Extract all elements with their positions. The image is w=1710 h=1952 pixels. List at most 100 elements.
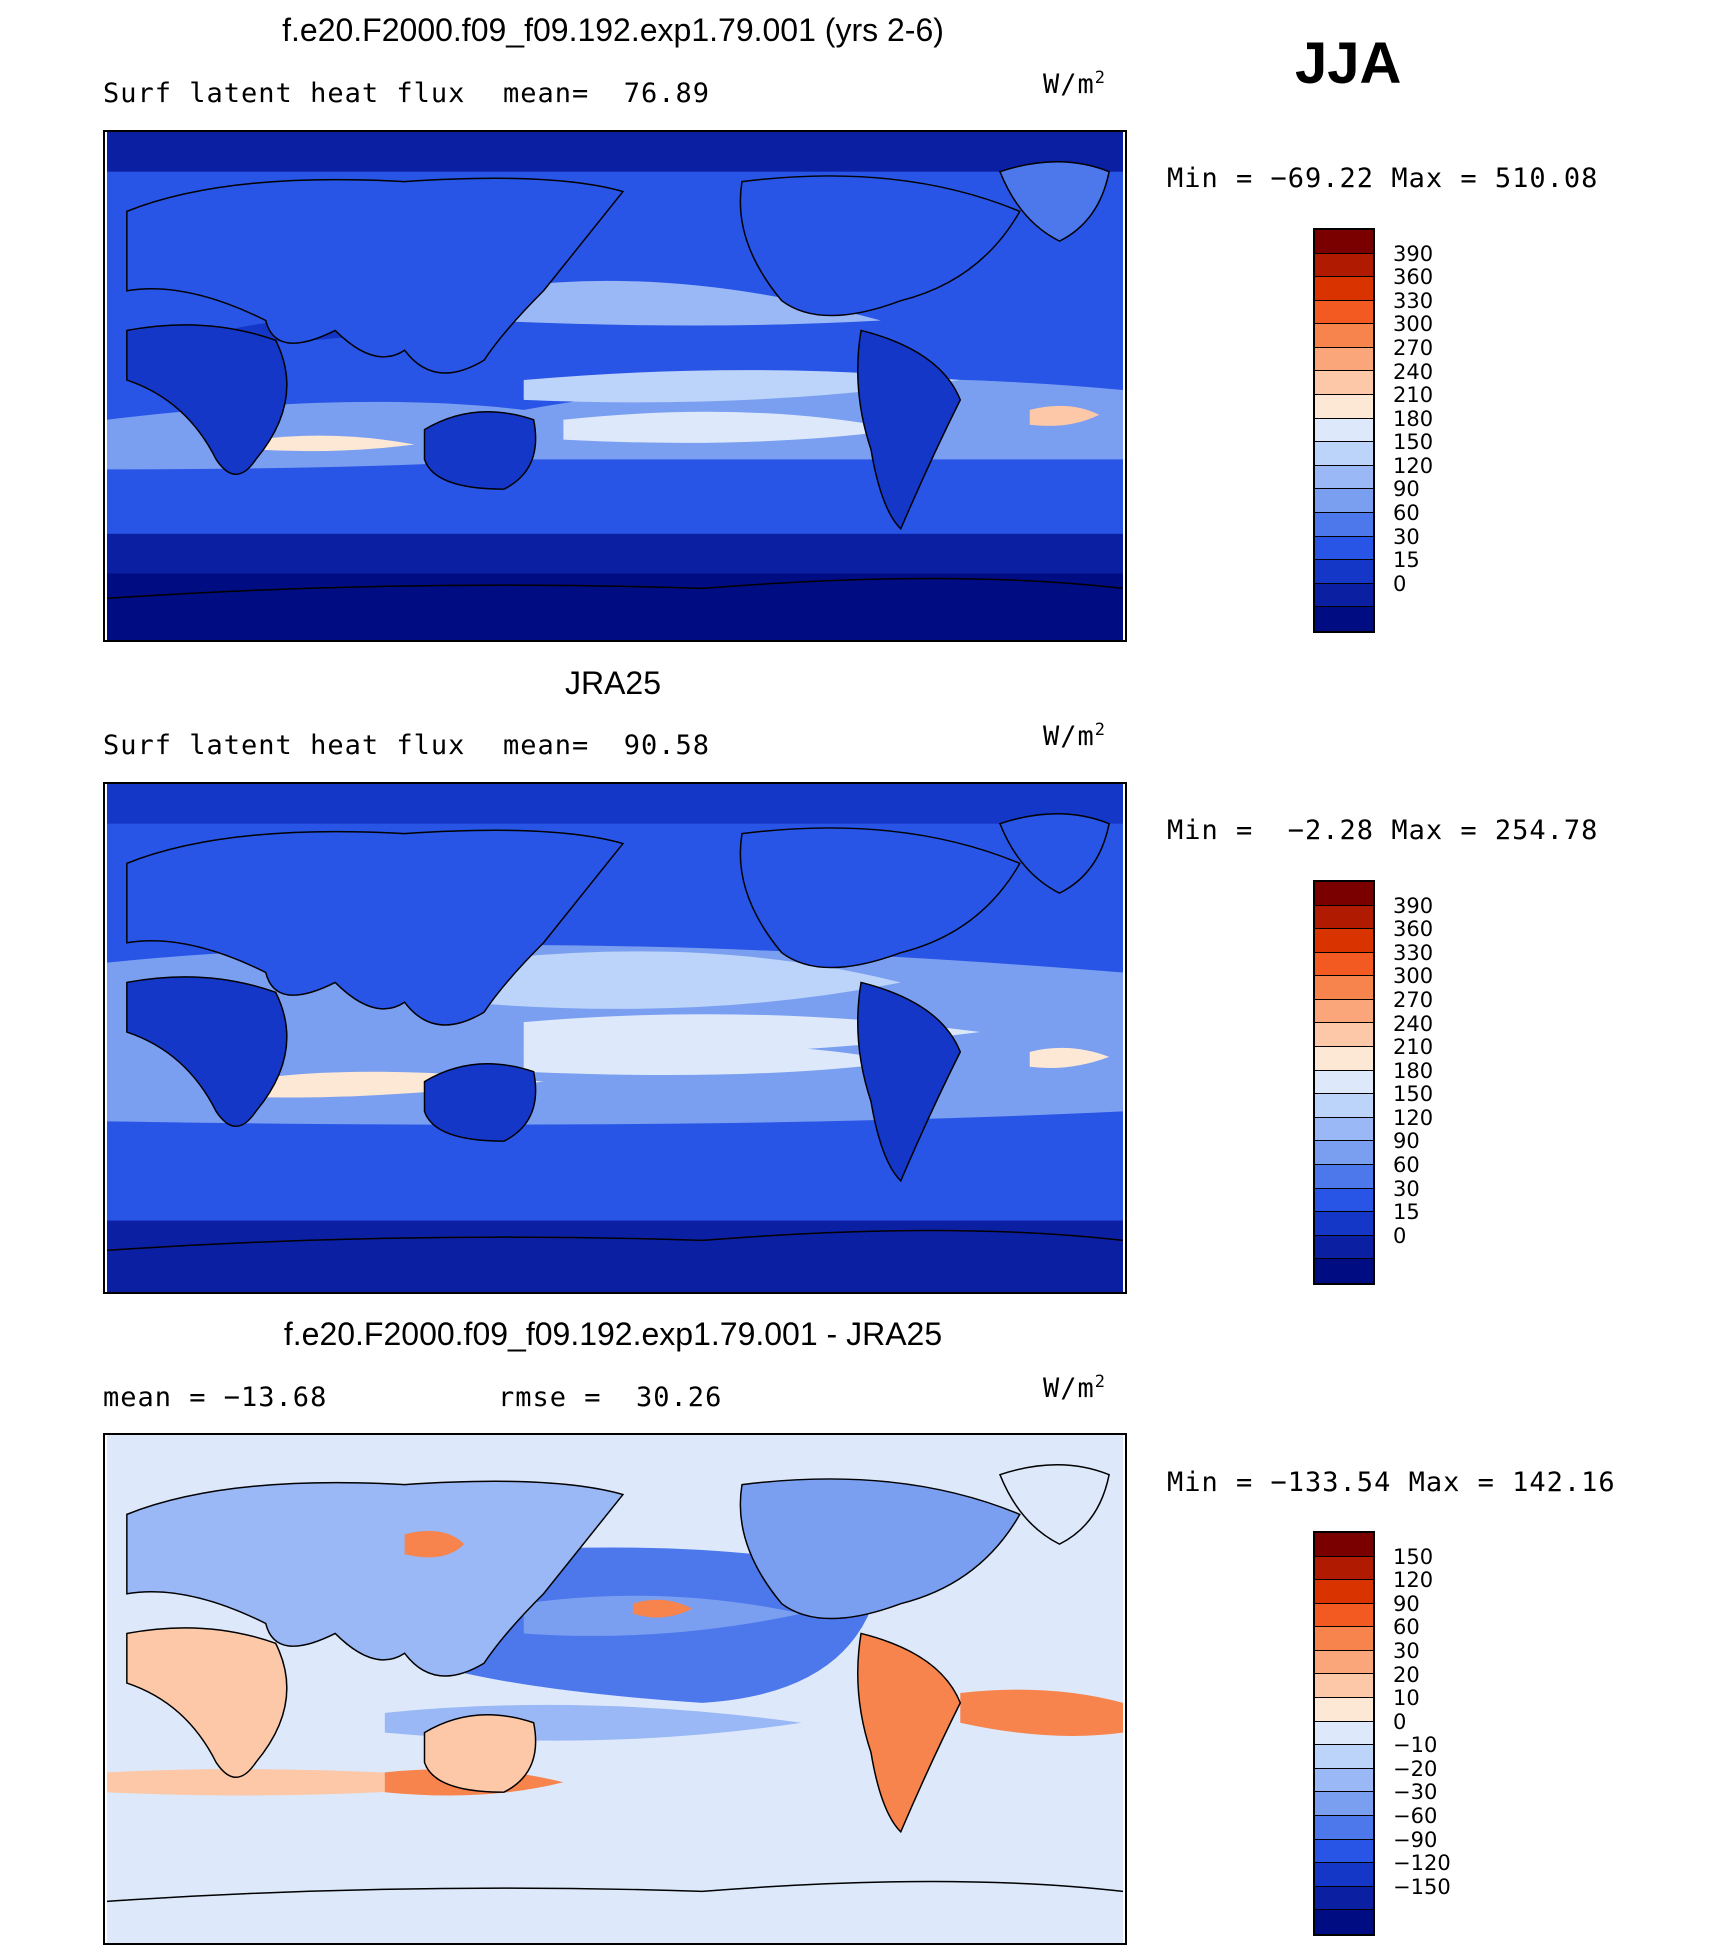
- panel3-colorbar: [1313, 1531, 1375, 1936]
- map-npacific-high: [484, 280, 881, 326]
- panel3-rmse-label: rmse = 30.26: [498, 1382, 723, 1413]
- colorbar-tick-label: 240: [1393, 359, 1434, 384]
- colorbar-swatch: [1315, 1603, 1373, 1628]
- colorbar-tick-label: 150: [1393, 1082, 1434, 1107]
- colorbar-swatch: [1315, 395, 1373, 419]
- colorbar-tick-label: 60: [1393, 501, 1420, 526]
- panel2-minmax: Min = −2.28 Max = 254.78: [1167, 815, 1599, 846]
- colorbar-tick-label: 15: [1393, 1200, 1420, 1225]
- colorbar-swatch: [1315, 536, 1373, 561]
- colorbar-swatch: [1315, 882, 1373, 906]
- panel1-variable-label: Surf latent heat flux: [103, 78, 466, 109]
- map-itcz-band: [523, 370, 961, 403]
- colorbar-tick-label: 270: [1393, 987, 1434, 1012]
- panel2-variable-label: Surf latent heat flux: [103, 730, 466, 761]
- map-eurasia: [126, 1480, 625, 1677]
- map-greenland: [998, 813, 1110, 894]
- colorbar-tick-label: 60: [1393, 1153, 1420, 1178]
- colorbar-swatch: [1315, 1070, 1373, 1095]
- map-eurasia: [126, 177, 625, 374]
- colorbar-tick-label: 90: [1393, 1591, 1420, 1616]
- colorbar-tick-label: 90: [1393, 1129, 1420, 1154]
- panel3-mean-label: mean = −13.68: [103, 1382, 328, 1413]
- colorbar-tick-label: 0: [1393, 1709, 1407, 1734]
- colorbar-swatch: [1315, 1117, 1373, 1142]
- panel3-units: W/m2: [1043, 1372, 1106, 1404]
- colorbar-tick-label: −120: [1393, 1851, 1451, 1876]
- map-australia: [423, 1063, 537, 1142]
- panel1-title: f.e20.F2000.f09_f09.192.exp1.79.001 (yrs…: [282, 12, 944, 48]
- map-north-america: [739, 827, 1021, 969]
- colorbar-tick-label: −10: [1393, 1733, 1438, 1758]
- colorbar-swatch: [1315, 300, 1373, 325]
- panel2-units-sup: 2: [1094, 720, 1107, 740]
- colorbar-swatch: [1315, 1886, 1373, 1911]
- panel1-units-text: W/m: [1043, 69, 1095, 100]
- map-greenland: [998, 161, 1110, 242]
- map-north-band: [107, 784, 1123, 824]
- map-atlantic-positive: [960, 1689, 1123, 1736]
- colorbar-swatch: [1315, 560, 1373, 584]
- panel1-minmax: Min = −69.22 Max = 510.08: [1167, 163, 1599, 194]
- map-antarctica-coast: [106, 1229, 1124, 1252]
- colorbar-tick-label: 210: [1393, 1035, 1434, 1060]
- panel2-map: [103, 782, 1127, 1294]
- colorbar-tick-label: 150: [1393, 430, 1434, 455]
- colorbar-swatch: [1315, 371, 1373, 396]
- colorbar-swatch: [1315, 1910, 1373, 1934]
- colorbar-tick-label: 30: [1393, 524, 1420, 549]
- colorbar-tick-label: 210: [1393, 383, 1434, 408]
- colorbar-tick-label: 270: [1393, 335, 1434, 360]
- colorbar-tick-label: 240: [1393, 1011, 1434, 1036]
- colorbar-swatch: [1315, 418, 1373, 443]
- map-north-america: [739, 1478, 1021, 1620]
- panel3-title: f.e20.F2000.f09_f09.192.exp1.79.001 - JR…: [283, 1316, 943, 1352]
- colorbar-tick-label: 10: [1393, 1686, 1420, 1711]
- colorbar-tick-label: 300: [1393, 964, 1434, 989]
- panel2-units: W/m2: [1043, 720, 1106, 752]
- colorbar-tick-label: 0: [1393, 571, 1407, 596]
- map-antarctica-coast: [106, 1880, 1124, 1903]
- colorbar-swatch: [1315, 1627, 1373, 1651]
- map-eurasia: [126, 829, 625, 1026]
- colorbar-tick-label: 30: [1393, 1638, 1420, 1663]
- map-africa: [126, 324, 288, 476]
- colorbar-swatch: [1315, 929, 1373, 953]
- panel2-units-text: W/m: [1043, 721, 1095, 752]
- panel1-map: [103, 130, 1127, 642]
- map-south-america: [857, 981, 962, 1183]
- panel3-units-text: W/m: [1043, 1373, 1095, 1404]
- colorbar-tick-label: −150: [1393, 1874, 1451, 1899]
- map-spacific-band: [563, 411, 901, 443]
- colorbar-swatch: [1315, 1188, 1373, 1213]
- map-south-america: [857, 329, 962, 531]
- panel3-map: [103, 1433, 1127, 1945]
- panel1-units-sup: 2: [1094, 68, 1107, 88]
- colorbar-tick-label: 180: [1393, 406, 1434, 431]
- map-africa: [126, 976, 288, 1128]
- colorbar-swatch: [1315, 1815, 1373, 1840]
- colorbar-swatch: [1315, 1863, 1373, 1887]
- colorbar-swatch: [1315, 277, 1373, 301]
- colorbar-tick-label: 180: [1393, 1058, 1434, 1083]
- panel1-units: W/m2: [1043, 68, 1106, 100]
- map-antarctica-coast: [106, 577, 1124, 600]
- colorbar-swatch: [1315, 1212, 1373, 1236]
- map-south-polar-band: [107, 1220, 1123, 1292]
- colorbar-swatch: [1315, 905, 1373, 930]
- map-south-band: [107, 533, 1123, 574]
- colorbar-tick-label: 120: [1393, 1105, 1434, 1130]
- map-north-band: [107, 132, 1123, 172]
- colorbar-swatch: [1315, 512, 1373, 537]
- map-australia: [423, 411, 537, 490]
- panel3-minmax: Min = −133.54 Max = 142.16: [1167, 1467, 1616, 1498]
- colorbar-tick-label: −30: [1393, 1780, 1438, 1805]
- colorbar-swatch: [1315, 1023, 1373, 1048]
- colorbar-tick-label: 0: [1393, 1223, 1407, 1248]
- colorbar-tick-label: 60: [1393, 1615, 1420, 1640]
- colorbar-swatch: [1315, 442, 1373, 466]
- colorbar-tick-label: 90: [1393, 477, 1420, 502]
- map-npacific-band: [464, 951, 901, 1009]
- colorbar-swatch: [1315, 465, 1373, 490]
- panel2-title: JRA25: [564, 665, 662, 701]
